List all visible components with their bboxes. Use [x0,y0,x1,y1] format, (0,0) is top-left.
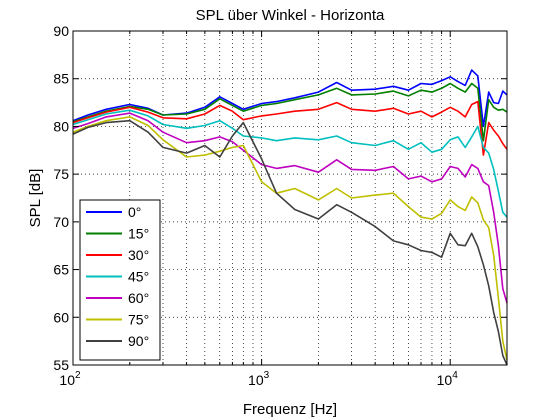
legend-label: 45° [128,269,149,285]
y-tick-labels: 55 60 65 70 75 80 85 90 [53,23,69,373]
x-tick-label: 103 [248,370,270,388]
series-line-1 [72,82,508,142]
series-line-4 [72,112,508,304]
legend-label: 75° [128,312,149,328]
legend-box [79,199,161,361]
series-line-5 [72,116,508,361]
legend-label: 0° [128,204,141,220]
y-tick-label: 60 [53,309,69,325]
legend-label: 60° [128,290,149,306]
y-tick-label: 85 [53,71,69,87]
series-line-3 [72,109,508,218]
y-tick-label: 55 [53,357,69,373]
y-tick-label: 75 [53,166,69,182]
y-tick-label: 80 [53,118,69,134]
axis-ticks [72,30,508,366]
x-axis-title: Frequenz [Hz] [243,401,337,418]
legend-label: 15° [128,226,149,242]
y-axis-title: SPL [dB] [27,169,44,228]
x-tick-label: 104 [437,370,459,388]
legend-label: 90° [128,333,149,349]
chart-title: SPL über Winkel - Horizonta [196,7,385,24]
legend-label: 30° [128,247,149,263]
y-tick-label: 70 [53,214,69,230]
y-tick-label: 90 [53,23,69,39]
y-tick-label: 65 [53,262,69,278]
series-line-6 [72,119,508,366]
series-lines [72,69,508,366]
legend: 0° 15° 30° 45° 60° 75° 90° [79,199,161,361]
x-tick-label: 102 [59,370,81,388]
plot-frame [72,30,508,366]
x-tick-labels: 102 103 104 [59,370,458,388]
series-line-2 [72,100,508,156]
